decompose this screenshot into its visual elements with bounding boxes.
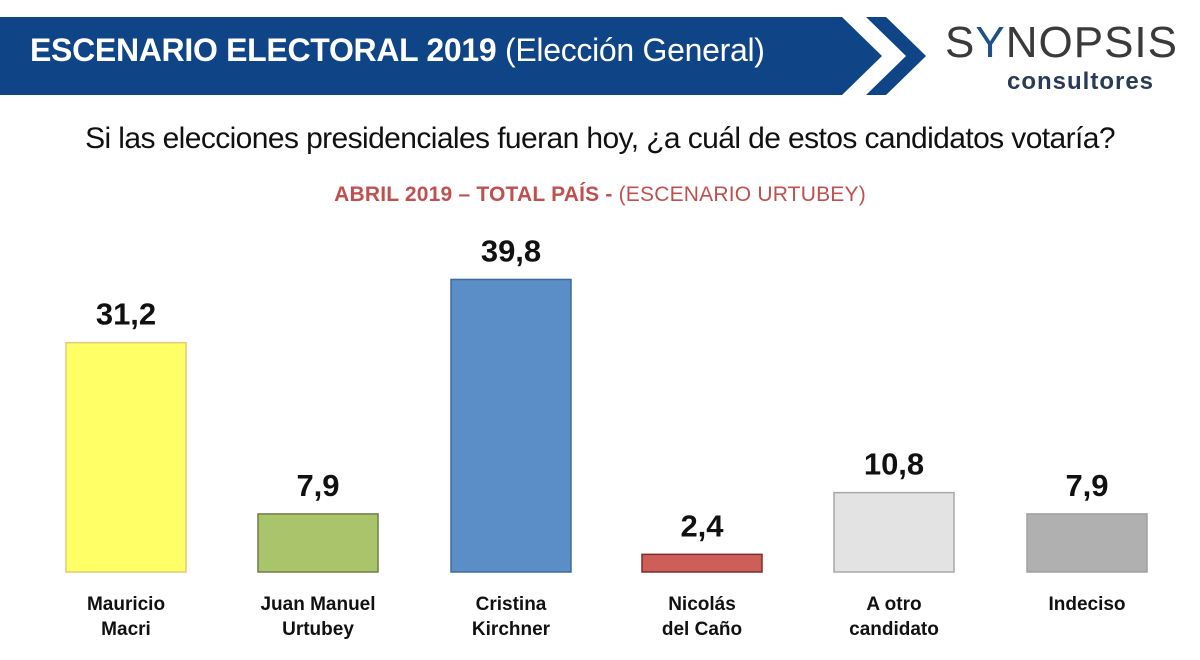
logo-wordmark: SYNOPSIS [945, 18, 1178, 68]
bar-cristina-kirchner [450, 278, 572, 573]
category-label-juan-manuel-urtubey: Juan Manuel [260, 594, 375, 615]
bar-nicolas-del-cano [641, 553, 763, 573]
bar-mauricio-macri [65, 341, 187, 573]
value-label-nicolas-del-cano: 2,4 [680, 508, 724, 543]
logo-prefix: S [945, 18, 976, 67]
value-label-indeciso: 7,9 [1065, 468, 1108, 503]
value-label-a-otro-candidato: 10,8 [864, 447, 924, 482]
bar-juan-manuel-urtubey [257, 513, 379, 573]
category-label-juan-manuel-urtubey: Urtubey [282, 619, 354, 640]
value-label-juan-manuel-urtubey: 7,9 [296, 468, 339, 503]
logo-subtitle: consultores [1007, 68, 1155, 95]
bar-chart: 31,2 Mauricio Macri 7,9 Juan Manuel Urtubey 39… [65, 233, 1148, 640]
category-label-a-otro-candidato: candidato [849, 619, 939, 640]
logo-suffix: NOPSIS [1005, 18, 1178, 67]
synopsis-logo: SYNOPSIS consultores [945, 18, 1185, 98]
survey-question: Si las elecciones presidenciales fueran … [85, 122, 1115, 155]
logo-y: Y [975, 18, 1006, 67]
bar-indeciso [1026, 513, 1148, 573]
category-label-mauricio-macri: Macri [101, 619, 151, 640]
chart-subtitle: ABRIL 2019 – TOTAL PAÍS - (ESCENARIO URT… [0, 183, 1200, 207]
category-label-cristina-kirchner: Cristina [476, 594, 547, 615]
category-label-mauricio-macri: Mauricio [87, 594, 165, 615]
banner-title: ESCENARIO ELECTORAL 2019 (Elección Gener… [30, 32, 765, 69]
header-banner: ESCENARIO ELECTORAL 2019 (Elección Gener… [0, 0, 930, 100]
chart-subtitle-regular: (ESCENARIO URTUBEY) [618, 183, 866, 206]
category-label-nicolas-del-cano: Nicolás [668, 594, 736, 615]
value-label-cristina-kirchner: 39,8 [481, 233, 541, 268]
chart-subtitle-bold: ABRIL 2019 – TOTAL PAÍS - [334, 183, 613, 206]
category-label-a-otro-candidato: A otro [866, 594, 921, 615]
banner-title-bold: ESCENARIO ELECTORAL 2019 [30, 32, 497, 68]
value-label-mauricio-macri: 31,2 [96, 297, 156, 332]
category-label-nicolas-del-cano: del Caño [662, 619, 742, 640]
bar-a-otro-candidato [833, 491, 955, 573]
category-label-cristina-kirchner: Kirchner [472, 619, 551, 640]
banner-arrow-shape [0, 17, 926, 95]
banner-title-regular: (Elección General) [505, 32, 765, 68]
category-label-indeciso: Indeciso [1048, 594, 1125, 615]
